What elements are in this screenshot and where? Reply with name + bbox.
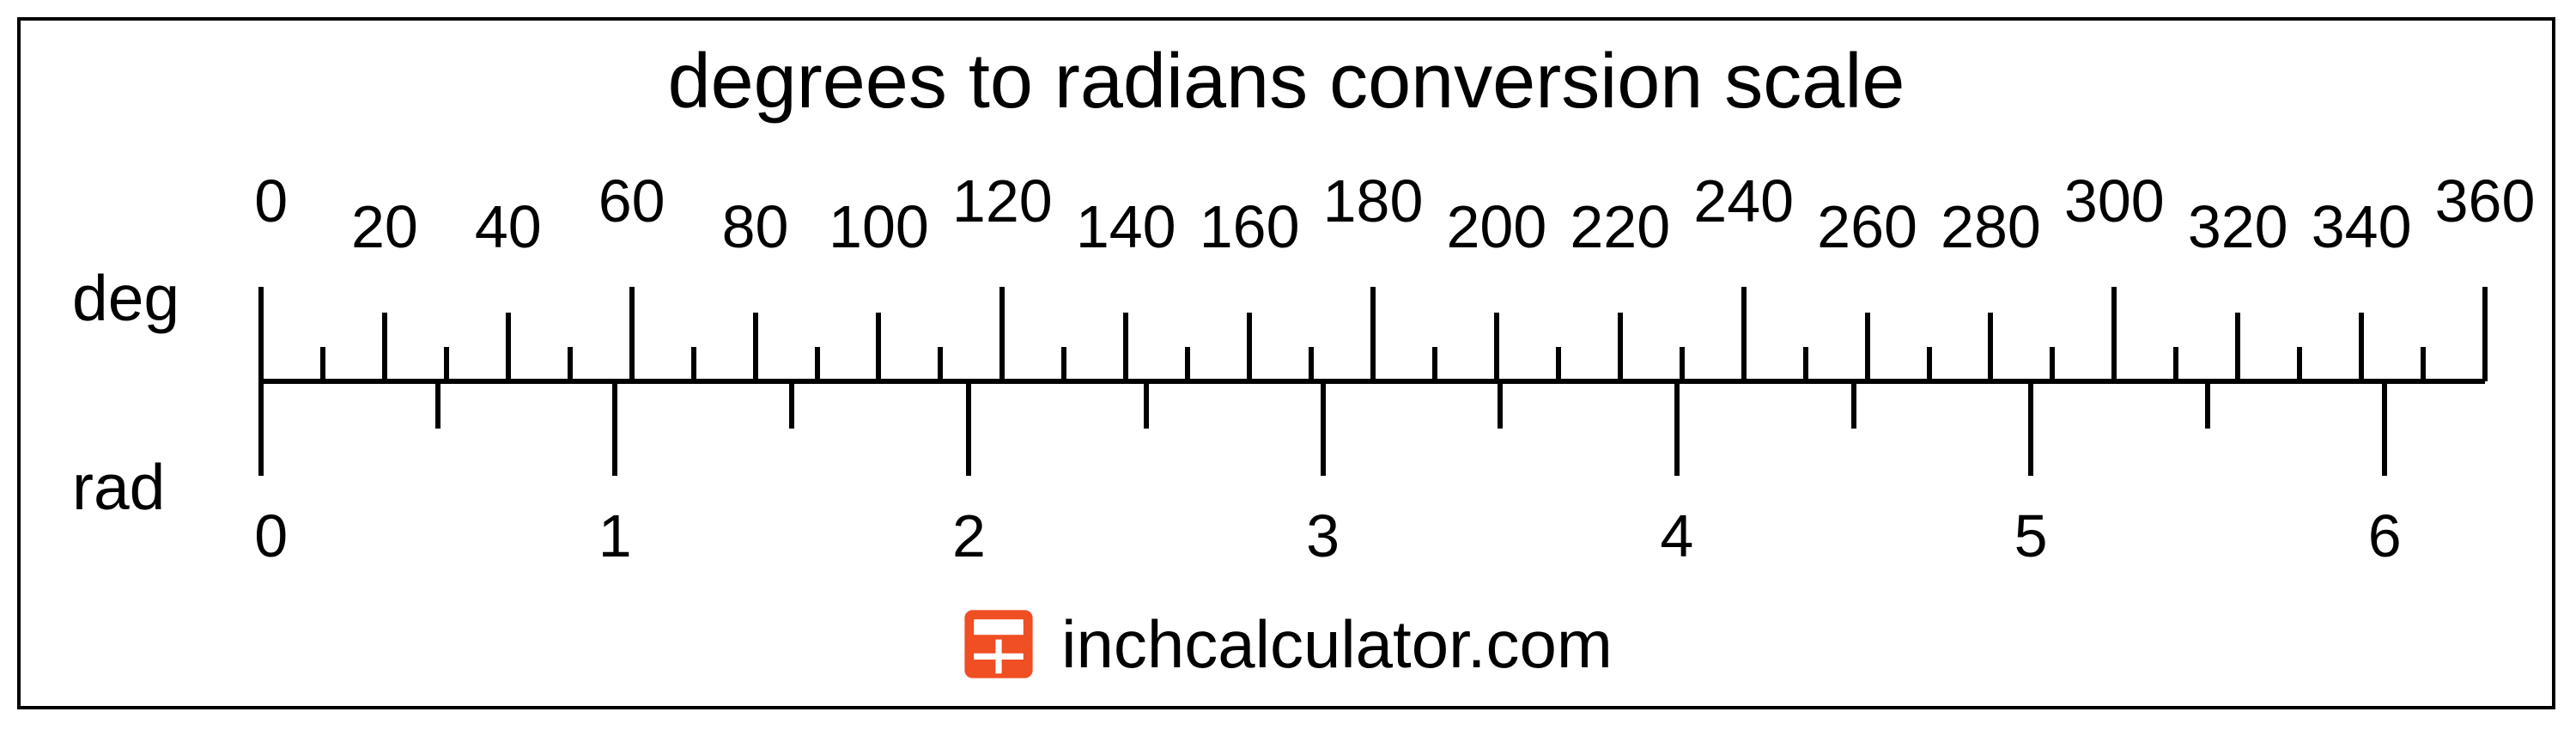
tick-label: 260 (1817, 192, 1917, 261)
tick (612, 381, 617, 476)
tick (1321, 381, 1326, 476)
tick-label: 1 (598, 502, 632, 570)
tick-label: 40 (475, 192, 542, 261)
tick (2050, 347, 2055, 381)
tick (1185, 347, 1190, 381)
tick (1865, 313, 1870, 381)
tick-label: 100 (829, 192, 929, 261)
tick-label: 2 (952, 502, 986, 570)
tick (2173, 347, 2178, 381)
tick-label: 0 (254, 502, 288, 570)
tick-label: 180 (1323, 167, 1424, 235)
scale-area: 2040801001401602002202602803203400601201… (21, 21, 2552, 706)
tick-label: 360 (2435, 167, 2536, 235)
tick (2111, 287, 2117, 381)
tick (2028, 381, 2033, 476)
tick (1618, 313, 1623, 381)
tick (568, 347, 573, 381)
tick (1851, 381, 1856, 429)
tick (1247, 313, 1252, 381)
footer-text: inchcalculator.com (1061, 605, 1613, 684)
tick (435, 381, 440, 429)
tick (1123, 313, 1128, 381)
tick (1498, 381, 1503, 429)
tick-label: 80 (722, 192, 789, 261)
tick (815, 347, 820, 381)
tick-label: 3 (1306, 502, 1340, 570)
tick (506, 313, 511, 381)
tick (1741, 287, 1747, 381)
tick-label: 220 (1570, 192, 1670, 261)
tick (1988, 313, 1993, 381)
tick (789, 381, 794, 429)
tick-label: 200 (1446, 192, 1546, 261)
tick (1370, 287, 1376, 381)
tick (2205, 381, 2210, 429)
tick-label: 5 (2014, 502, 2048, 570)
tick-label: 280 (1941, 192, 2041, 261)
tick-label: 160 (1200, 192, 1300, 261)
tick (2359, 313, 2364, 381)
tick (1494, 313, 1499, 381)
tick (2382, 381, 2387, 476)
tick (2421, 347, 2426, 381)
tick (1061, 347, 1066, 381)
tick (320, 347, 325, 381)
tick-label: 320 (2188, 192, 2288, 261)
tick-label: 20 (351, 192, 418, 261)
tick (753, 313, 758, 381)
tick (1680, 347, 1685, 381)
chart-frame: degrees to radians conversion scale deg … (17, 17, 2555, 709)
tick (258, 287, 264, 381)
tick-label: 240 (1693, 167, 1794, 235)
tick (1309, 347, 1314, 381)
tick-label: 0 (254, 167, 288, 235)
tick-label: 120 (952, 167, 1053, 235)
tick (629, 287, 635, 381)
tick-label: 6 (2368, 502, 2402, 570)
tick (2297, 347, 2302, 381)
tick (258, 381, 264, 476)
tick (1432, 347, 1437, 381)
tick-label: 140 (1076, 192, 1176, 261)
tick (1803, 347, 1808, 381)
tick (1927, 347, 1932, 381)
tick (938, 347, 943, 381)
tick-label: 4 (1660, 502, 1693, 570)
tick (1144, 381, 1149, 429)
tick (1674, 381, 1680, 476)
tick (876, 313, 881, 381)
tick-label: 60 (598, 167, 665, 235)
footer: inchcalculator.com (21, 605, 2552, 688)
tick (691, 347, 696, 381)
tick (1556, 347, 1561, 381)
tick-label: 340 (2312, 192, 2412, 261)
tick-label: 300 (2064, 167, 2165, 235)
tick (444, 347, 449, 381)
tick (2482, 287, 2488, 381)
calculator-icon (960, 605, 1037, 683)
tick (966, 381, 971, 476)
tick (999, 287, 1005, 381)
tick (2235, 313, 2240, 381)
tick (382, 313, 387, 381)
